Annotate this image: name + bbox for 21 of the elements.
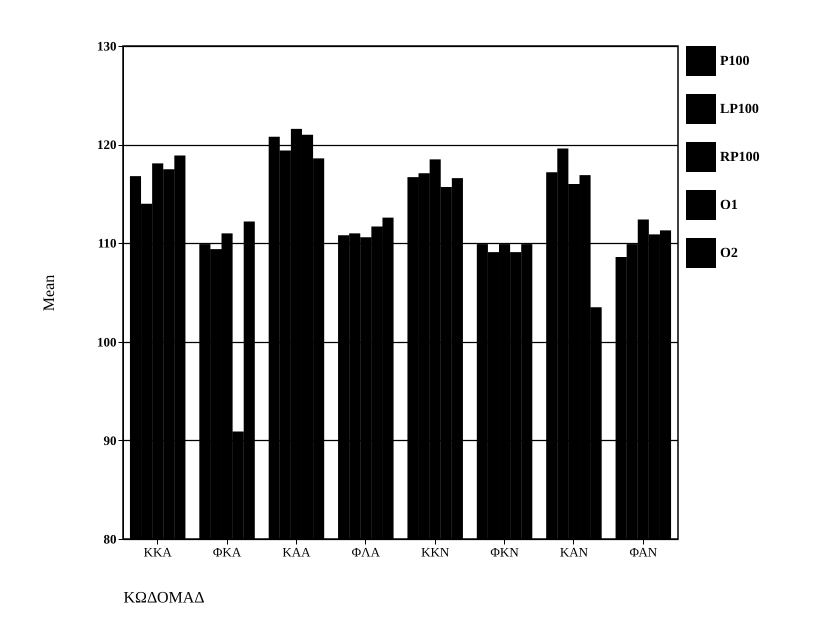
y-tick-label: 120 — [97, 137, 116, 152]
x-tick-label: ΚΚΝ — [421, 544, 450, 560]
legend-label: O1 — [720, 198, 738, 213]
legend-label: RP100 — [720, 150, 760, 165]
x-tick-label: ΚΑΝ — [560, 544, 589, 560]
y-axis-title: Mean — [41, 274, 58, 312]
y-tick-label: 100 — [97, 334, 116, 350]
x-axis-title: ΚΩΔΟΜΑΔ — [124, 590, 205, 606]
legend-label: LP100 — [720, 102, 759, 117]
y-tick-label: 110 — [98, 236, 116, 251]
x-tick-label: ΦΚΑ — [212, 544, 242, 560]
x-tick-label: ΚΑΑ — [282, 544, 312, 560]
x-tick-label: ΦΚΝ — [490, 544, 520, 560]
y-tick-label: 130 — [97, 38, 116, 54]
x-tick-label: ΦΑΝ — [629, 544, 658, 560]
legend-label: O2 — [720, 246, 738, 261]
x-tick-label: ΦΛΑ — [352, 544, 381, 560]
legend-label: P100 — [720, 54, 750, 69]
y-tick-label: 80 — [104, 532, 116, 546]
y-tick-label: 90 — [104, 432, 116, 448]
x-tick-label: ΚΚΑ — [144, 544, 172, 560]
